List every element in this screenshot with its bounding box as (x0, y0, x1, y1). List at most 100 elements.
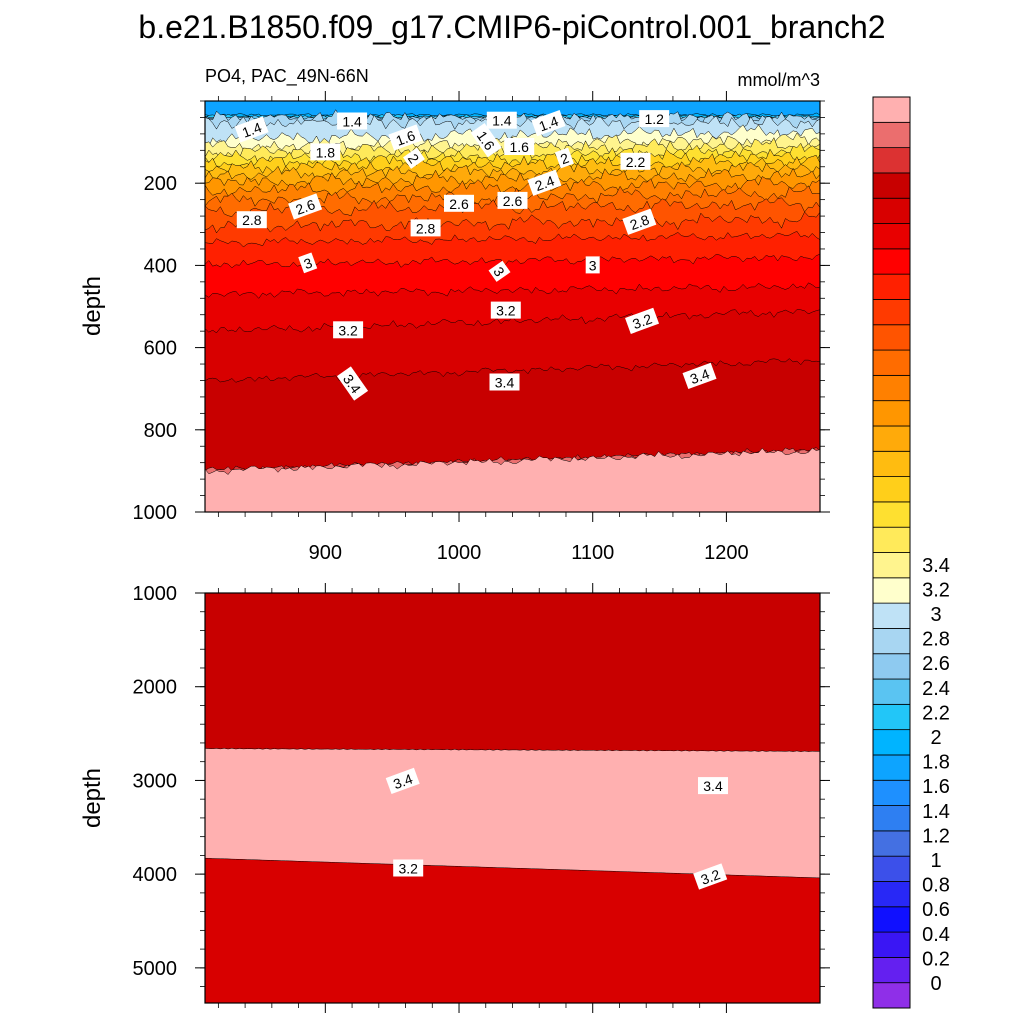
contour-label-text: 2.8 (242, 212, 262, 228)
contour-label-box (337, 112, 368, 130)
colorbar-swatch-10 (872, 729, 911, 756)
contour-label-box (527, 169, 562, 196)
contour-label-text: 1.4 (492, 113, 512, 129)
contour-label-box (497, 191, 528, 209)
contour-label-box (682, 362, 717, 390)
colorbar-swatch-22 (872, 425, 911, 452)
contour-label-text: 1.4 (342, 114, 362, 130)
contour-label-box (444, 194, 474, 212)
contour-label-text: 3 (589, 257, 597, 273)
contour-label-box (336, 366, 369, 401)
contour-band-deep (205, 857, 820, 1003)
contour-label-18: 2.8 (622, 208, 657, 235)
contour-label-text: 1.8 (316, 144, 336, 160)
contour-label-box (470, 123, 502, 158)
colorbar-tick-label-0: 0 (930, 973, 941, 995)
colorbar-tick-label-3: 0.6 (922, 899, 950, 921)
contour-label-text: 3.4 (688, 365, 712, 387)
colorbar-tick-label-5: 1 (930, 850, 941, 872)
chart-title: b.e21.B1850.f09_g17.CMIP6-piControl.001_… (138, 9, 885, 45)
lower-panel-frame: 1000 2000 3000 4000 5000 (133, 583, 830, 1013)
contour-label-6: 1.6 (388, 124, 423, 151)
colorbar-tick-label-8: 1.6 (922, 776, 950, 798)
contour-label-15: 2.6 (288, 193, 323, 220)
contour-label-text: 3.4 (703, 778, 723, 794)
contour-label-box (698, 777, 728, 795)
contour-label-box (310, 143, 341, 161)
y-tick-label-1: 400 (144, 255, 177, 277)
contour-label-text: 2.8 (628, 211, 652, 233)
colorbar-swatch-2 (872, 931, 911, 958)
contour-label-box (288, 193, 323, 220)
contour-label-16: 2.8 (236, 211, 267, 229)
contour-label-7: 1.6 (504, 138, 535, 155)
colorbar-swatch-27 (872, 299, 911, 326)
contour-label-2: 1.4 (486, 111, 517, 129)
contour-label-12: 2.4 (527, 169, 562, 196)
contour-label-21: 3 (298, 252, 318, 274)
contour-label-3: 1.4 (531, 110, 566, 137)
colorbar-swatch-9 (872, 754, 911, 781)
contour-label-4: 1.2 (639, 110, 670, 128)
x-tick-label-3: 1200 (704, 542, 749, 564)
lower-panel-fill: 3.4 3.4 3.2 3.2 (205, 593, 820, 1003)
colorbar-tick-label-15: 3 (930, 604, 941, 626)
contour-label-box (625, 307, 660, 334)
colorbar-swatch-20 (872, 476, 911, 503)
contour-label-0: 3.4 (385, 767, 420, 795)
colorbar-swatch-25 (872, 349, 911, 376)
x-tick-label-0: 900 (309, 542, 342, 564)
contour-label-box (554, 147, 574, 169)
contour-label-text: 2.4 (533, 172, 557, 194)
colorbar-swatch-31 (872, 197, 911, 224)
contour-label-8: 1.8 (310, 143, 341, 161)
contour-label-text: 1.2 (644, 111, 664, 127)
contour-label-text: 1.6 (509, 139, 529, 155)
colorbar-tick-label-12: 2.4 (922, 678, 950, 700)
contour-label-27: 3.4 (682, 362, 717, 390)
contour-label-text: 1.4 (240, 119, 264, 141)
contour-label-text: 3.4 (495, 375, 515, 391)
lower-ylabel: depth (79, 768, 106, 828)
contour-label-1: 3.4 (698, 777, 728, 795)
contour-label-14: 2.6 (497, 191, 528, 209)
colorbar-swatch-16 (872, 577, 911, 604)
contour-label-3: 3.2 (693, 863, 728, 890)
colorbar-swatch-4 (872, 881, 911, 908)
contour-label-box (489, 373, 520, 391)
contour-label-text: 3.2 (496, 303, 516, 319)
colorbar-swatch-21 (872, 450, 911, 477)
colorbar-tick-label-17: 3.4 (922, 555, 950, 577)
colorbar-swatch-14 (872, 628, 911, 655)
contour-label-box (388, 124, 423, 151)
contour-label-box (393, 859, 424, 877)
colorbar-swatch-24 (872, 374, 911, 402)
y-tick-label-4: 5000 (133, 958, 178, 980)
contour-label-box (333, 321, 364, 339)
y-tick-label-0: 200 (144, 173, 177, 195)
y-tick-label-0: 1000 (133, 583, 178, 605)
contour-label-19: 3 (585, 256, 600, 274)
contour-label-box (693, 863, 728, 890)
colorbar-tick-label-9: 1.8 (922, 752, 950, 774)
contour-label-box (298, 252, 318, 274)
x-tick-label-1: 1000 (437, 542, 482, 564)
colorbar-swatch-23 (872, 400, 911, 427)
y-tick-label-2: 600 (144, 338, 177, 360)
contour-label-box (403, 147, 425, 169)
colorbar-tick-label-4: 0.8 (922, 875, 950, 897)
colorbar-swatch-13 (872, 653, 911, 680)
colorbar-swatch-11 (872, 703, 911, 731)
contour-label-box (488, 260, 511, 282)
contour-label-text: 1.4 (537, 113, 561, 135)
colorbar-tick-label-2: 0.4 (922, 924, 950, 946)
colorbar-tick-label-16: 3.2 (922, 579, 950, 601)
colorbar-swatch-15 (872, 602, 911, 629)
contour-label-box (236, 211, 267, 229)
colorbar-swatch-35 (872, 96, 911, 123)
y-tick-label-1: 2000 (133, 677, 178, 699)
colorbar-tick-label-7: 1.4 (922, 801, 950, 823)
contour-label-box (620, 152, 651, 170)
colorbar-tick-label-1: 0.2 (922, 948, 950, 970)
contour-label-box (490, 301, 521, 319)
